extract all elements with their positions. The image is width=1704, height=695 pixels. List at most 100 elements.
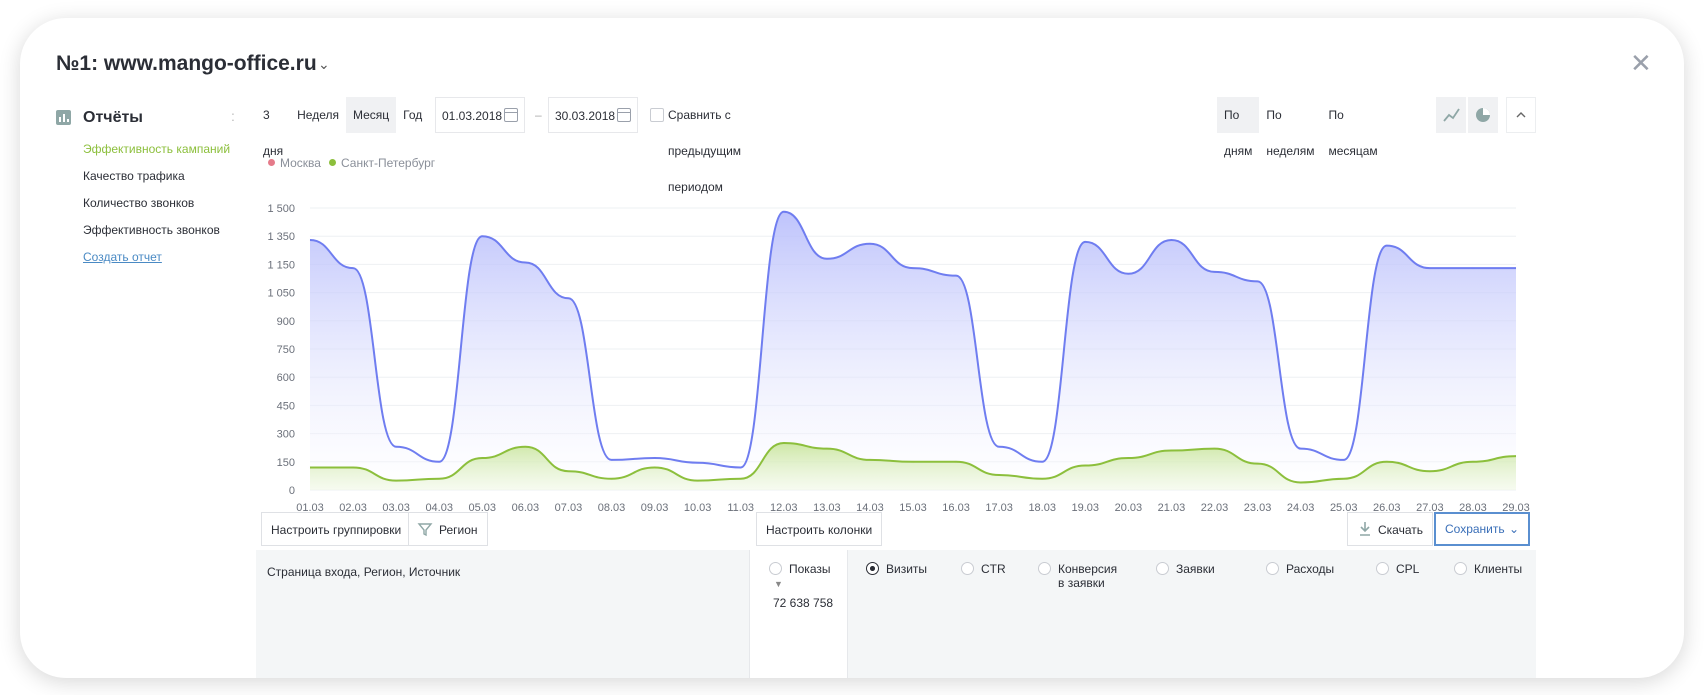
ctr-radio[interactable] <box>961 562 974 575</box>
region-filter-label: Регион <box>439 523 478 537</box>
columns-settings-button[interactable]: Настроить колонки <box>756 512 883 546</box>
legend-spb[interactable]: Санкт-Петербург <box>329 156 435 170</box>
compare-checkbox[interactable] <box>650 108 664 122</box>
series-area-1 <box>310 443 1516 490</box>
legend-label: Санкт-Петербург <box>341 156 436 170</box>
series-line-0[interactable] <box>309 210 1516 469</box>
sidebar-nav: Эффективность кампаний Качество трафика … <box>83 142 230 277</box>
x-tick-label: 21.03 <box>1158 502 1186 514</box>
data-point <box>481 235 484 238</box>
date-from-value: 01.03.2018 <box>442 109 503 123</box>
x-tick-label: 03.03 <box>382 502 410 514</box>
x-tick-label: 13.03 <box>813 502 841 514</box>
y-tick-label: 1 500 <box>267 203 295 215</box>
y-tick-label: 600 <box>277 372 295 384</box>
period-3days[interactable]: 3 дня <box>263 108 284 158</box>
metric-visits[interactable]: Визиты <box>866 562 927 576</box>
data-point <box>955 274 958 277</box>
data-point <box>1342 477 1345 480</box>
data-point <box>1084 464 1087 467</box>
download-button[interactable]: Скачать <box>1347 512 1433 546</box>
expenses-radio[interactable] <box>1266 562 1279 575</box>
compare-label[interactable]: Сравнить с предыдущим периодом <box>668 108 742 194</box>
region-filter-button[interactable]: Регион <box>408 512 488 546</box>
metric-expenses[interactable]: Расходы <box>1266 562 1334 576</box>
series-line-1[interactable] <box>310 441 1517 484</box>
date-to-value: 30.03.2018 <box>555 109 616 123</box>
conversion-radio[interactable] <box>1038 562 1051 575</box>
sidebar-item-traffic-quality[interactable]: Качество трафика <box>83 169 185 183</box>
period-week[interactable]: Неделя <box>297 108 339 122</box>
data-point <box>1170 449 1173 452</box>
data-point <box>696 461 699 464</box>
period-month[interactable]: Месяц <box>345 97 397 133</box>
metric-ctr[interactable]: CTR <box>961 562 1006 576</box>
metric-clients[interactable]: Клиенты <box>1454 562 1522 576</box>
sidebar-item-call-efficiency[interactable]: Эффективность звонков <box>83 223 220 237</box>
sidebar-item-call-count[interactable]: Количество звонков <box>83 196 195 210</box>
x-tick-label: 17.03 <box>985 502 1013 514</box>
requests-radio[interactable] <box>1156 562 1169 575</box>
metric-label: CPL <box>1396 562 1420 576</box>
pie-chart-toggle[interactable] <box>1468 97 1498 133</box>
data-point <box>1515 267 1518 270</box>
x-tick-label: 12.03 <box>770 502 798 514</box>
y-tick-label: 150 <box>277 457 295 469</box>
collapse-button[interactable] <box>1506 97 1536 133</box>
data-point <box>610 477 613 480</box>
metric-label: Расходы <box>1286 562 1335 576</box>
x-tick-label: 27.03 <box>1416 502 1444 514</box>
pie-chart-icon <box>1476 108 1490 122</box>
shows-radio[interactable] <box>769 562 782 575</box>
metric-conversion[interactable]: Конверсия в заявки <box>1038 562 1117 590</box>
line-chart-toggle[interactable] <box>1436 97 1466 133</box>
legend-moscow[interactable]: Москва <box>268 156 321 170</box>
x-tick-label: 10.03 <box>684 502 712 514</box>
y-tick-label: 300 <box>277 429 295 441</box>
period-year[interactable]: Год <box>403 108 423 122</box>
metric-label: Клиенты <box>1474 562 1523 576</box>
close-icon[interactable]: ✕ <box>1630 48 1652 78</box>
date-to-field[interactable]: 30.03.2018 <box>548 97 638 133</box>
data-point <box>1256 462 1259 465</box>
granularity-weeks[interactable]: По неделям <box>1266 108 1315 158</box>
window-title[interactable]: №1: www.mango-office.ru <box>56 52 317 75</box>
granularity-months[interactable]: По месяцам <box>1328 108 1378 158</box>
x-tick-label: 24.03 <box>1287 502 1315 514</box>
data-point <box>1385 460 1388 463</box>
x-tick-label: 29.03 <box>1502 502 1530 514</box>
data-point <box>309 466 312 469</box>
group-settings-button[interactable]: Настроить группировки <box>261 512 412 546</box>
x-tick-label: 20.03 <box>1115 502 1143 514</box>
clients-radio[interactable] <box>1454 562 1467 575</box>
create-report-link[interactable]: Создать отчет <box>83 250 162 264</box>
data-point <box>868 458 871 461</box>
sidebar-item-campaign-efficiency[interactable]: Эффективность кампаний <box>83 142 231 156</box>
granularity-tabs: По дням По неделям По месяцам <box>1217 97 1385 158</box>
x-tick-label: 09.03 <box>641 502 669 514</box>
data-point <box>395 479 398 482</box>
sort-desc-icon[interactable]: ▼ <box>774 579 783 589</box>
y-tick-label: 900 <box>277 316 295 328</box>
metric-requests[interactable]: Заявки <box>1156 562 1215 576</box>
metric-cpl[interactable]: CPL <box>1376 562 1419 576</box>
report-window: №1: www.mango-office.ru ⌄ ✕ Отчёты : Эфф… <box>20 18 1684 678</box>
save-button[interactable]: Сохранить ⌄ <box>1434 512 1530 546</box>
chevron-down-icon[interactable]: ⌄ <box>318 56 330 72</box>
calendar-icon[interactable] <box>504 108 518 122</box>
sidebar-menu-icon[interactable]: : <box>231 108 235 124</box>
x-tick-label: 02.03 <box>339 502 367 514</box>
calendar-icon[interactable] <box>617 108 631 122</box>
x-tick-label: 25.03 <box>1330 502 1358 514</box>
visits-radio[interactable] <box>866 562 879 575</box>
granularity-days[interactable]: По дням <box>1217 97 1260 158</box>
metric-label-line2: в заявки <box>1058 576 1105 590</box>
cpl-radio[interactable] <box>1376 562 1389 575</box>
data-point <box>352 267 355 270</box>
y-tick-label: 0 <box>289 485 295 497</box>
shows-header[interactable]: Показы ▼ <box>769 562 847 590</box>
data-point <box>912 460 915 463</box>
data-point <box>1084 240 1087 243</box>
date-from-field[interactable]: 01.03.2018 <box>435 97 525 133</box>
chevron-down-icon[interactable]: ⌄ <box>1508 522 1519 536</box>
